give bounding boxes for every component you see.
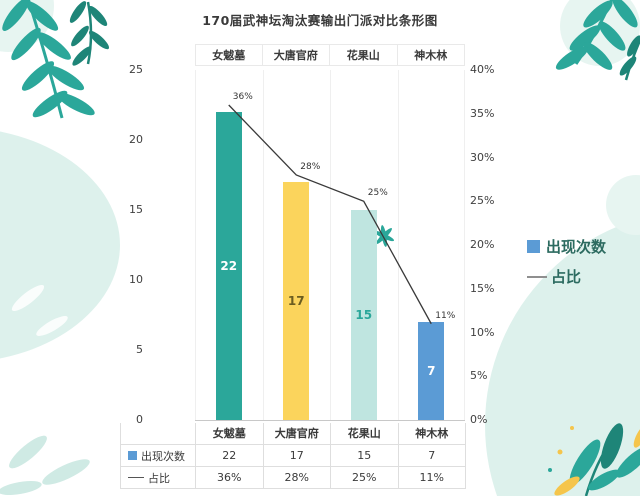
table-count-value-cell: 22 — [196, 445, 264, 466]
table-ratio-value-cell: 25% — [331, 467, 399, 488]
legend: 出现次数 占比 — [527, 236, 606, 296]
table-ratio-value-cell: 28% — [264, 467, 331, 488]
legend-count-label: 出现次数 — [546, 238, 607, 256]
table-count-value-cell: 15 — [331, 445, 399, 466]
ratio-row-label: 占比 — [148, 471, 170, 485]
category-header-cell: 花果山 — [330, 44, 398, 66]
right-axis-tick: 15% — [470, 281, 495, 295]
right-axis-tick: 10% — [470, 325, 495, 339]
count-row-label: 出现次数 — [141, 449, 185, 463]
bar-value-label: 17 — [287, 294, 305, 308]
leaf-frond-top-left — [2, 0, 110, 119]
category-header-cell: 女魃墓 — [195, 44, 263, 66]
category-header-cell: 神木林 — [397, 44, 465, 66]
bar-legend-icon — [128, 451, 137, 460]
table-category-row: 女魃墓 大唐官府 花果山 神木林 — [121, 423, 466, 445]
left-value-axis: 25 20 15 10 5 0 — [105, 63, 143, 426]
left-axis-tick: 5 — [136, 343, 143, 356]
legend-item-count: 出现次数 — [527, 236, 606, 257]
table-ratio-value-cell: 36% — [196, 467, 264, 488]
line-point-label: 11% — [435, 310, 456, 321]
plant-bottom-right — [548, 423, 640, 496]
left-axis-tick: 15 — [129, 203, 143, 216]
plot-column-gridline — [262, 70, 264, 420]
left-axis-tick: 0 — [136, 413, 143, 426]
bar-value-label: 7 — [427, 364, 436, 378]
bar-2: 17 — [283, 182, 310, 420]
table-count-label-cell: 出现次数 — [121, 445, 196, 466]
table-ratio-row: 占比 36% 28% 25% 11% — [121, 467, 466, 489]
category-header-row: 女魃墓 大唐官府 花果山 神木林 — [195, 44, 465, 66]
bar-3: 15 — [350, 210, 377, 420]
chart-title: 170届武神坛淘汰赛输出门派对比条形图 — [202, 13, 438, 28]
ratio-line — [228, 104, 432, 325]
table-ratio-label-cell: 占比 — [121, 467, 196, 488]
line-point-label: 25% — [367, 188, 388, 199]
leaf-frond-top-right — [555, 0, 640, 81]
bar-series-swatch-icon — [527, 240, 540, 253]
bar-value-label: 15 — [355, 308, 373, 322]
line-point-label: 36% — [232, 92, 253, 102]
right-axis-tick: 20% — [470, 238, 495, 251]
ratio-line-chart — [228, 104, 432, 325]
bar-4: 7 — [418, 322, 445, 420]
right-axis-tick: 40% — [470, 63, 495, 76]
plot-column-gridline — [330, 70, 331, 420]
legend-item-ratio: 占比 — [527, 266, 606, 287]
right-axis-tick: 25% — [470, 194, 495, 208]
category-header-cell: 大唐官府 — [262, 44, 330, 66]
line-legend-icon — [128, 477, 144, 478]
bar-1: 22 — [215, 112, 242, 420]
line-series-swatch-icon — [527, 275, 547, 278]
plot-column-gridline — [464, 70, 465, 420]
data-table: 女魃墓 大唐官府 花果山 神木林 出现次数 22 17 15 7 占比 36% 28% 25% 1… — [120, 423, 466, 489]
table-category-cell: 神木林 — [399, 423, 466, 444]
left-axis-tick: 20 — [129, 133, 143, 146]
legend-ratio-label: 占比 — [551, 268, 582, 286]
right-percent-axis: 40% 35% 30% 25% 20% 15% 10% 5% 0% — [470, 63, 512, 426]
plot-column-gridline — [397, 70, 399, 420]
right-axis-tick: 0% — [470, 413, 488, 426]
table-ratio-value-cell: 11% — [399, 467, 466, 488]
right-axis-tick: 35% — [470, 106, 495, 120]
left-axis-tick: 25 — [129, 63, 143, 76]
table-category-cell: 花果山 — [331, 423, 399, 444]
table-corner-cell — [121, 423, 196, 444]
table-count-row: 出现次数 22 17 15 7 — [121, 445, 466, 467]
bar-value-label: 22 — [220, 259, 238, 273]
line-point-label: 28% — [300, 162, 321, 172]
plot-area: 22 17 15 7 36% 28% 25% 11% — [195, 70, 465, 421]
left-axis-tick: 10 — [129, 273, 143, 286]
plot-column-gridline — [195, 70, 196, 420]
table-count-value-cell: 7 — [399, 445, 466, 466]
table-count-value-cell: 17 — [264, 445, 331, 466]
table-category-cell: 大唐官府 — [264, 423, 331, 444]
table-category-cell: 女魃墓 — [196, 423, 264, 444]
right-axis-tick: 30% — [470, 150, 495, 164]
right-axis-tick: 5% — [470, 369, 488, 383]
